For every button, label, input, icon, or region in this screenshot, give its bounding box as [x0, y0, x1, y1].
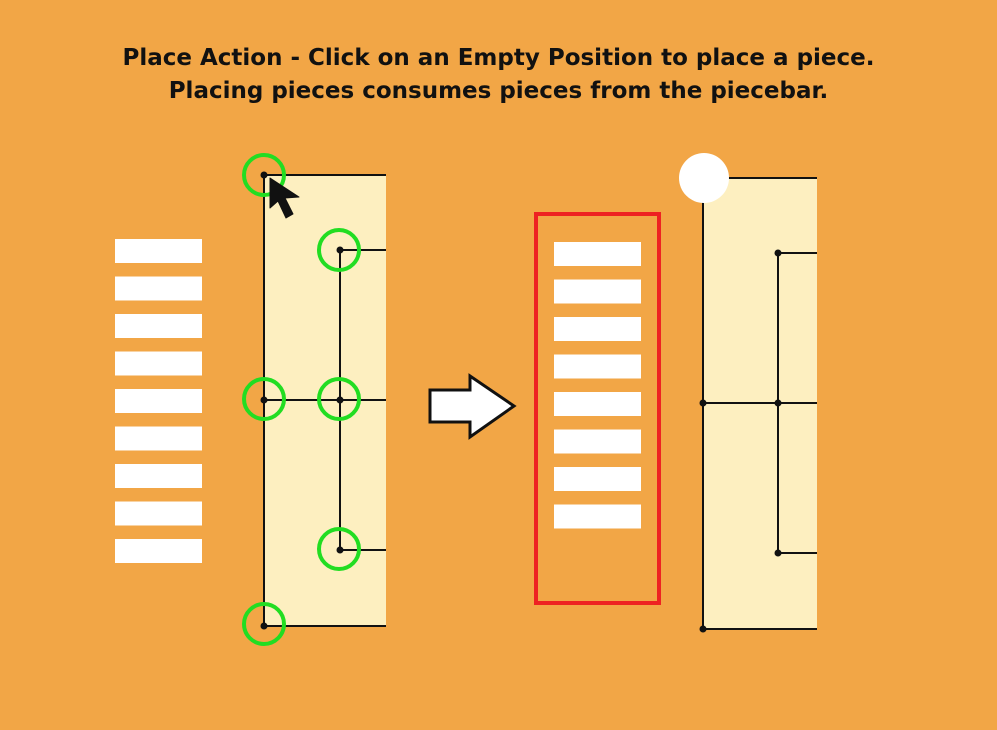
board-nodes: [260, 171, 344, 630]
piecebar-piece: [115, 276, 202, 301]
board-node: [336, 246, 344, 254]
empty-position-ring[interactable]: [317, 377, 361, 421]
board-node: [260, 171, 268, 179]
board-nodes: [699, 249, 782, 633]
valid-positions[interactable]: [242, 153, 361, 646]
piecebar-highlight-box: [534, 212, 661, 605]
piecebar-before: [115, 239, 202, 563]
right-arrow-icon: [428, 373, 517, 440]
board-node: [336, 546, 344, 554]
empty-position-ring[interactable]: [317, 527, 361, 571]
board-node: [260, 622, 268, 630]
board-node: [699, 625, 707, 633]
piecebar-piece: [554, 392, 641, 416]
empty-position-ring[interactable]: [242, 153, 286, 197]
board-node: [699, 399, 707, 407]
piecebar-piece: [115, 539, 202, 563]
piecebar-after: [554, 242, 641, 529]
board-node: [774, 399, 782, 407]
piecebar-piece: [115, 389, 202, 413]
piecebar-piece: [115, 464, 202, 488]
empty-position-ring[interactable]: [242, 602, 286, 646]
board-node: [774, 249, 782, 257]
board-node: [774, 549, 782, 557]
piecebar-piece: [554, 504, 641, 529]
board-after: [679, 153, 817, 633]
piecebar-piece: [115, 239, 202, 263]
piecebar-piece: [554, 317, 641, 341]
instruction-line-2: Placing pieces consumes pieces from the …: [168, 78, 829, 104]
placed-piece: [679, 153, 729, 203]
empty-position-ring[interactable]: [317, 228, 361, 272]
piecebar-piece: [115, 501, 202, 526]
piecebar-piece: [115, 426, 202, 451]
piecebar-piece: [115, 351, 202, 376]
piecebar-piece: [554, 242, 641, 266]
piecebar-piece: [115, 314, 202, 338]
instruction-line-1: Place Action - Click on an Empty Positio…: [122, 45, 875, 71]
piecebar-piece: [554, 354, 641, 379]
piecebar-piece: [554, 467, 641, 491]
piecebar-piece: [554, 279, 641, 304]
board-node: [336, 396, 344, 404]
mouse-pointer-icon: [269, 177, 300, 219]
empty-position-ring[interactable]: [242, 377, 286, 421]
board-node: [260, 396, 268, 404]
instructions: Place Action - Click on an Empty Positio…: [0, 42, 997, 108]
piecebar-piece: [554, 429, 641, 454]
board-before: [242, 153, 386, 646]
